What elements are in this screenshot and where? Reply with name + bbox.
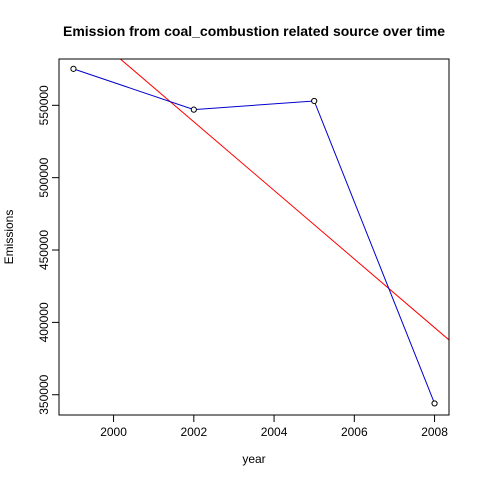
y-tick-label: 550000 (37, 85, 51, 125)
x-tick-label: 2000 (100, 425, 127, 439)
y-tick-label: 400000 (37, 302, 51, 342)
y-tick-label: 350000 (37, 374, 51, 414)
x-axis-label: year (242, 452, 265, 466)
data-point (311, 97, 318, 105)
series-line (73, 68, 436, 404)
plot-area (58, 58, 450, 416)
x-tick-label: 2004 (261, 425, 288, 439)
y-tick-label: 450000 (37, 230, 51, 270)
y-tick-label: 500000 (37, 157, 51, 197)
x-tick-label: 2006 (341, 425, 368, 439)
x-axis: 2000 2002 2004 2006 2008 (100, 414, 448, 439)
series-points (70, 65, 438, 407)
data-point (190, 106, 197, 113)
data-point (70, 65, 77, 72)
chart-title: Emission from coal_combustion related so… (63, 23, 445, 39)
y-axis: 350000 400000 450000 500000 550000 (37, 85, 60, 415)
plot-frame (58, 58, 450, 416)
x-tick-label: 2002 (180, 425, 207, 439)
data-point (431, 400, 438, 407)
x-tick-label: 2008 (421, 425, 448, 439)
trendline (119, 59, 449, 341)
y-axis-label: Emissions (2, 210, 16, 265)
